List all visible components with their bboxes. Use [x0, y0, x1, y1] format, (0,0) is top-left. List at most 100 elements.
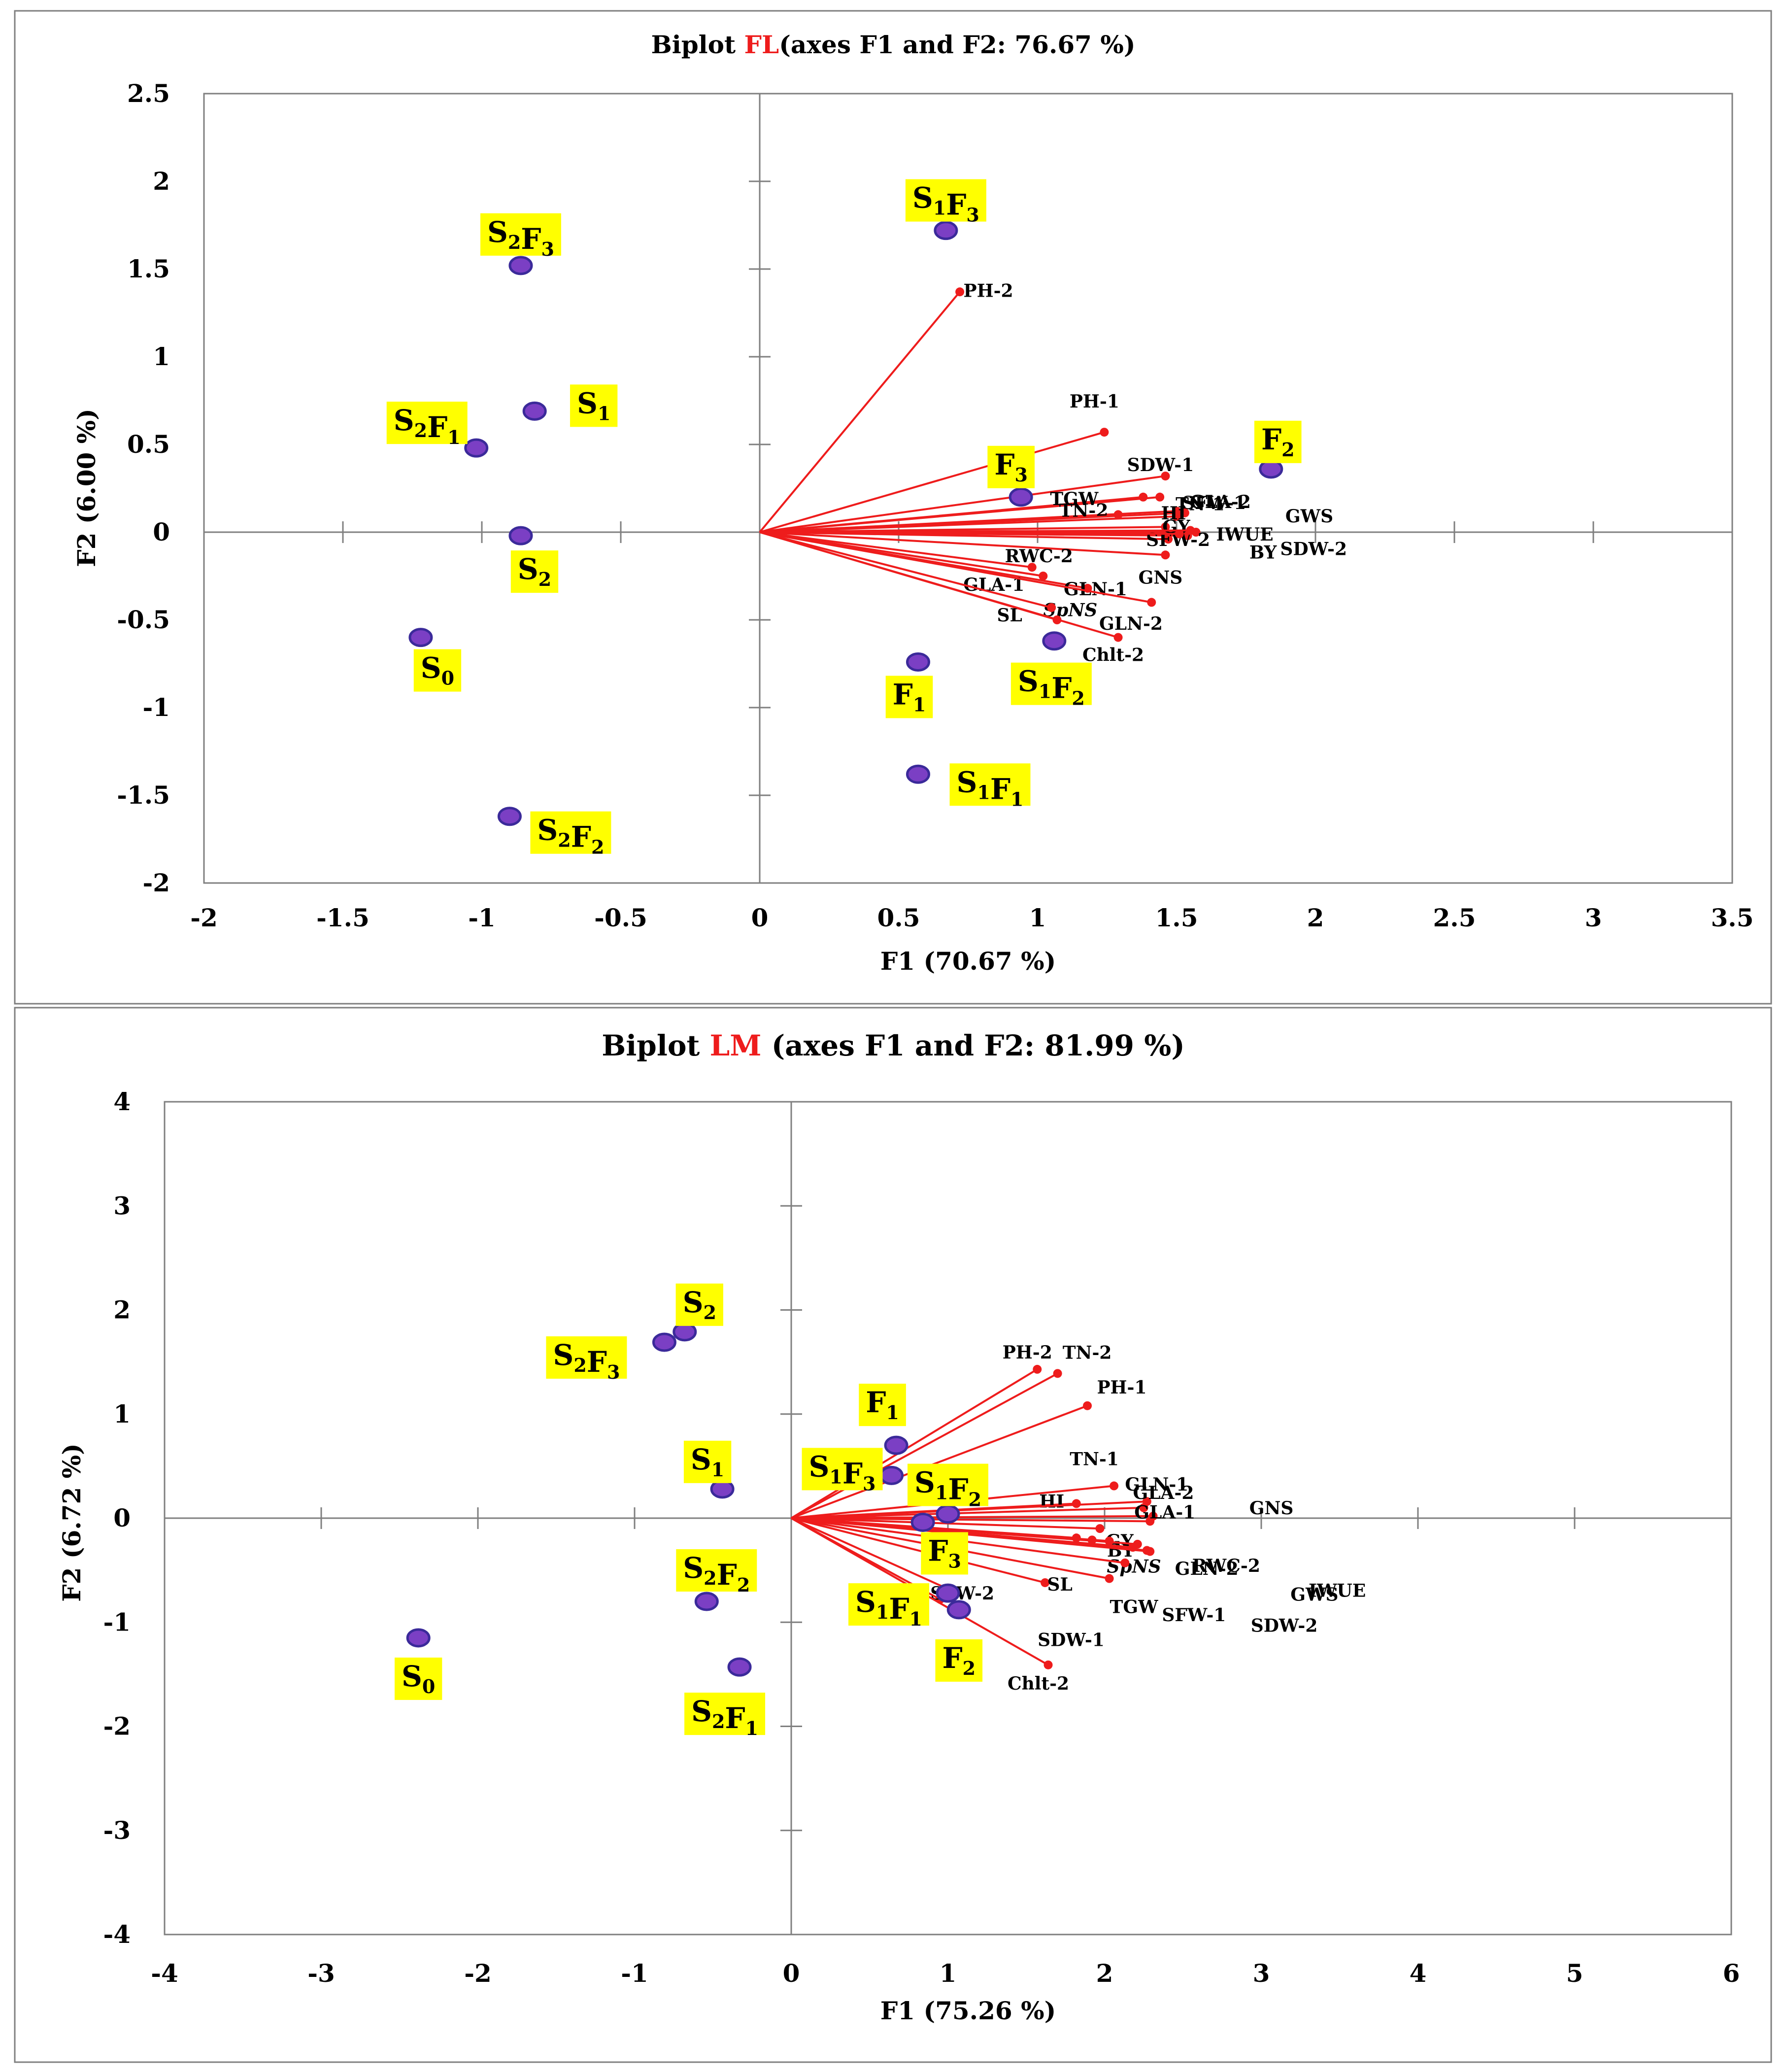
vector-tip-gws — [1142, 1546, 1151, 1555]
vector-label-tgw: TGW — [1050, 489, 1099, 510]
observation-label-background — [1254, 420, 1302, 463]
biplot-lm-x-axis-label: F1 (75.26 %) — [880, 1996, 1056, 2025]
observation-label-s1: S1 — [683, 1440, 732, 1483]
vector-ph-2 — [790, 1368, 1038, 1519]
observation-label-s1: S1 — [570, 384, 618, 427]
observation-label-text: S1F2 — [914, 1466, 981, 1511]
vector-label-tn-1: TN-1 — [1070, 1449, 1119, 1470]
vector-tip-gla-2 — [1180, 508, 1189, 517]
observation-label-f1: F1 — [885, 676, 933, 718]
vector-gns — [759, 531, 1166, 556]
vector-label-sfw-1: SFW-1 — [1162, 1605, 1226, 1626]
observation-point-s1f1 — [936, 1583, 960, 1603]
observation-label-s2f3: S2F3 — [480, 213, 561, 260]
biplot-fl-title-suffix: (axes F1 and F2: 76.67 %) — [779, 30, 1135, 59]
vector-label-gln-2: GLN-2 — [1099, 613, 1163, 634]
vector-tip-sl — [1047, 603, 1056, 612]
observation-label-s2f2: S2F2 — [676, 1549, 757, 1596]
observation-label-text: S2F3 — [553, 1338, 620, 1383]
biplot-fl-y-tick-label: -1.5 — [117, 781, 170, 810]
observation-label-s1f3: S1F3 — [905, 179, 986, 226]
observation-label-background — [413, 649, 462, 692]
vector-tip-chlt-2 — [1043, 1660, 1053, 1669]
biplot-fl-x-tick-label: 0.5 — [877, 903, 920, 932]
observation-label-background — [949, 763, 1031, 806]
vector-label-chlt-2: Chlt-2 — [1008, 1673, 1069, 1694]
observation-label-text: S2F1 — [691, 1695, 758, 1739]
observation-point-s0 — [408, 628, 433, 647]
vector-tip-hi — [1172, 511, 1181, 521]
biplot-lm-x-tick-label: 1 — [940, 1959, 957, 1988]
vector-gla-2 — [791, 1506, 1144, 1519]
biplot-lm-x-tick-label: -1 — [621, 1959, 648, 1988]
observation-label-background — [802, 1448, 883, 1491]
biplot-fl-x-tick-label: 1 — [1029, 903, 1046, 932]
biplot-lm-y-tick-label: 3 — [113, 1191, 131, 1220]
biplot-fl-title: Biplot FL(axes F1 and F2: 76.67 %) — [651, 30, 1135, 59]
observation-label-f1: F1 — [859, 1384, 906, 1427]
observation-label-background — [683, 1440, 732, 1483]
observation-label-f3: F3 — [921, 1532, 968, 1575]
biplot-fl-panel: Biplot FL(axes F1 and F2: 76.67 %) -2 -1.… — [14, 10, 1772, 1005]
observation-point-s2f3 — [508, 256, 533, 275]
vector-tip-sl — [1041, 1578, 1050, 1587]
biplot-lm-frame — [14, 1007, 1772, 2063]
vector-label-sdw-1: SDW-1 — [1127, 455, 1194, 476]
biplot-lm-title-highlight: LM — [710, 1029, 762, 1062]
vector-spns — [759, 531, 1152, 604]
observation-label-text: S1F3 — [912, 181, 979, 226]
observation-point-s1 — [710, 1479, 735, 1499]
vector-gln-1 — [791, 1500, 1147, 1519]
observation-label-background — [675, 1283, 723, 1326]
biplot-lm-axes: -4 -3 -2 -1 0 1 2 3 4 5 6 -4 -3 -2 -1 0 1 2 3 4 — [103, 1087, 1740, 1988]
vector-tip-chlt-2 — [1113, 633, 1123, 642]
vector-label-sdw-2: SDW-2 — [1280, 539, 1347, 559]
biplot-lm-observations: S2 S2F3 F1 S1 S1F3 S1F2 F3 S2F2 S1F1 F2 S0 S2F1 — [394, 1283, 988, 1739]
biplot-fl-axes: -2 -1.5 -1 -0.5 0 0.5 1 1.5 2 2.5 3 3.5 -2 -1.5 -1 -0.5… — [117, 79, 1753, 932]
observation-point-f1 — [906, 652, 930, 672]
observation-label-background — [394, 1657, 442, 1700]
observation-label-s2f1: S2F1 — [386, 402, 468, 448]
biplot-fl-title-highlight: FL — [744, 30, 779, 59]
biplot-lm-x-tick-label: -3 — [307, 1959, 335, 1988]
vector-ph-1 — [759, 431, 1105, 533]
vector-label-rwc-2: RWC-2 — [1005, 546, 1073, 567]
observation-point-s2 — [673, 1322, 697, 1342]
vector-tip-by — [1175, 529, 1184, 539]
biplot-fl-y-tick-label: -2 — [142, 868, 170, 897]
observation-label-text: F1 — [893, 678, 926, 715]
biplot-fl-frame — [14, 10, 1772, 1005]
vector-label-hi: HI — [1039, 1491, 1064, 1512]
observation-label-background — [885, 676, 933, 718]
observation-label-text: S2 — [683, 1286, 716, 1324]
biplot-lm-title: Biplot LM (axes F1 and F2: 81.99 %) — [602, 1029, 1185, 1062]
observation-point-s1f3 — [934, 221, 958, 240]
vector-chlt-2 — [759, 531, 1119, 639]
biplot-lm-y-tick-label: 1 — [113, 1399, 131, 1428]
biplot-lm-y-tick-label: -4 — [103, 1920, 131, 1949]
vector-tip-ph-1 — [1100, 428, 1109, 437]
observation-label-background — [510, 550, 559, 593]
observation-label-text: S1F1 — [956, 765, 1023, 810]
vector-sdw-1 — [759, 475, 1166, 533]
observation-point-s1f1 — [906, 764, 930, 784]
observation-label-s1f1: S1F1 — [848, 1583, 929, 1630]
biplot-fl-y-tick-label: -0.5 — [117, 605, 170, 634]
observation-label-text: S2 — [518, 552, 551, 590]
vector-tip-tn-2 — [1053, 1369, 1062, 1378]
vector-tip-ph-2 — [955, 287, 965, 297]
vector-tip-gns — [1161, 550, 1170, 560]
biplot-fl-y-tick-label: 0 — [153, 517, 170, 546]
vector-tip-gy — [1161, 522, 1170, 532]
observation-label-text: S1 — [577, 386, 610, 424]
observation-label-background — [905, 179, 986, 222]
vector-tip-sfw-1 — [1120, 1558, 1130, 1567]
biplot-lm-title-suffix: (axes F1 and F2: 81.99 %) — [762, 1029, 1185, 1062]
observation-point-s1f2 — [1042, 631, 1067, 651]
observation-point-s1f2 — [936, 1504, 960, 1524]
biplot-lm-x-tick-label: 4 — [1410, 1959, 1427, 1988]
biplot-lm-variable-vectors: PH-2 TN-2PH-1TN-1HIGLN-1GLA-2GNSGLA-1GYBY… — [790, 1342, 1366, 1694]
observation-point-s1f3 — [879, 1465, 904, 1485]
observation-label-f2: F2 — [935, 1639, 983, 1682]
observation-label-text: S0 — [421, 651, 454, 689]
